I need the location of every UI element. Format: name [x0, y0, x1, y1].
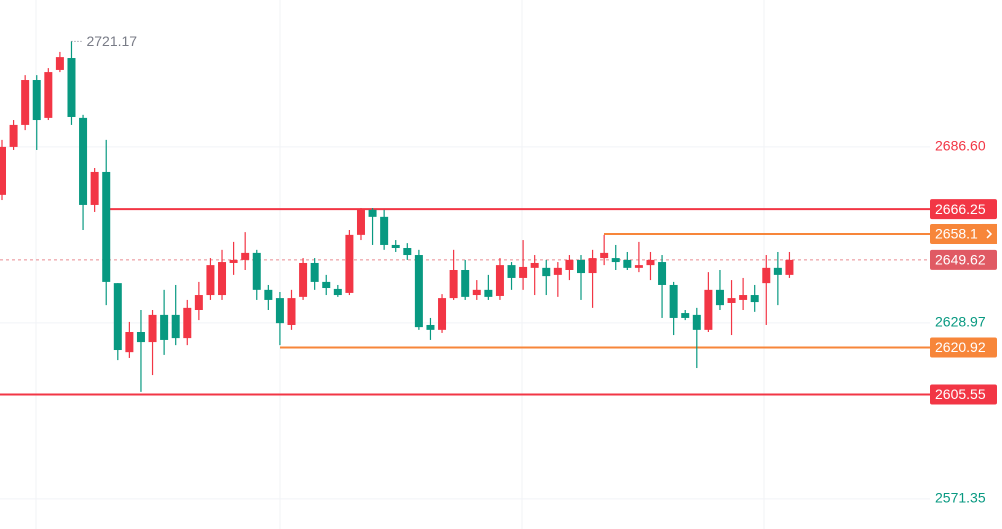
candle-body [287, 298, 296, 325]
y-tick-label: 2571.35 [935, 490, 986, 506]
candle-body [194, 295, 203, 311]
candle-body [44, 72, 53, 118]
grid [0, 146, 930, 500]
candle-body [229, 259, 238, 263]
candle-body [750, 295, 759, 303]
candle-body [669, 284, 678, 318]
candle-body [681, 313, 690, 318]
candle-body [183, 307, 192, 339]
level-label: 2605.55 [935, 386, 986, 402]
candle-body [495, 265, 504, 296]
high-label: 2721.17 [86, 33, 137, 49]
level-tag [930, 199, 997, 220]
candle-body [773, 267, 782, 275]
candle-body [67, 58, 76, 117]
candle-body [55, 57, 64, 70]
candle-body [577, 259, 585, 274]
candle-body [414, 255, 423, 328]
y-tick-label: 2628.97 [935, 314, 986, 330]
candle-body [461, 269, 470, 297]
candle-body [113, 283, 122, 351]
level-tag [930, 249, 997, 270]
level-label: 2620.92 [935, 339, 986, 355]
candle-body [658, 262, 667, 285]
candle-body [345, 234, 354, 293]
level-label: 2658.1 [935, 226, 978, 242]
candle-body [692, 314, 701, 330]
level-tag [930, 384, 997, 405]
candle-body [160, 314, 169, 340]
candle-body [206, 265, 215, 296]
candle-body [704, 289, 713, 330]
tag-button [982, 223, 997, 244]
candle-body [218, 262, 227, 296]
candle-body [785, 259, 794, 275]
level-label: 2666.25 [935, 201, 986, 217]
candle-body [449, 269, 458, 299]
candle-body [275, 298, 284, 324]
candle-body [646, 259, 655, 266]
candle-body [310, 262, 319, 282]
level-tag [930, 337, 997, 358]
candle-body [264, 289, 273, 300]
candle-body [356, 209, 365, 235]
candle-body [530, 262, 539, 268]
tag-arrow [986, 229, 993, 239]
candle-body [171, 314, 180, 339]
candle-body [762, 267, 771, 284]
candle-body [588, 258, 597, 274]
candle-body [21, 80, 30, 125]
candle-body [9, 124, 18, 147]
candle-body [391, 244, 400, 249]
candle-body [715, 289, 724, 306]
candle-body [148, 314, 157, 343]
candle-body [90, 171, 99, 205]
level-tag [930, 223, 997, 244]
candle-body [634, 265, 643, 268]
candles: 2721.17 [0, 33, 794, 392]
levels [0, 208, 930, 396]
candle-body [333, 288, 342, 296]
candle-body [426, 324, 435, 330]
candle-body [136, 331, 145, 343]
price-axis: 2686.60 2628.97 2571.35 2666.25 2658.1 2649.6… [930, 138, 997, 506]
candle-body [727, 298, 736, 303]
candle-body [542, 267, 551, 277]
candle-body [484, 289, 493, 297]
candle-body [438, 298, 447, 330]
candle-body [125, 331, 134, 353]
candle-body [32, 80, 41, 121]
y-tick-label: 2686.60 [935, 138, 986, 154]
candle-body [611, 258, 620, 263]
candle-body [241, 252, 250, 260]
candle-body [403, 248, 412, 256]
candle-body [600, 252, 609, 259]
candle-body [299, 262, 308, 297]
candle-body [0, 146, 6, 195]
candle-body [553, 267, 562, 275]
candle-body [252, 252, 261, 290]
candle-body [380, 216, 389, 245]
candle-body [565, 259, 574, 270]
candle-body [472, 289, 481, 296]
candle-body [79, 117, 88, 205]
level-label: 2649.62 [935, 252, 986, 268]
candle-body [623, 259, 632, 268]
candle-body [507, 265, 516, 278]
candle-body [739, 295, 748, 300]
candle-body [322, 281, 331, 289]
candle-body [519, 266, 528, 278]
candle-body [102, 171, 111, 282]
candle-body [368, 209, 377, 217]
